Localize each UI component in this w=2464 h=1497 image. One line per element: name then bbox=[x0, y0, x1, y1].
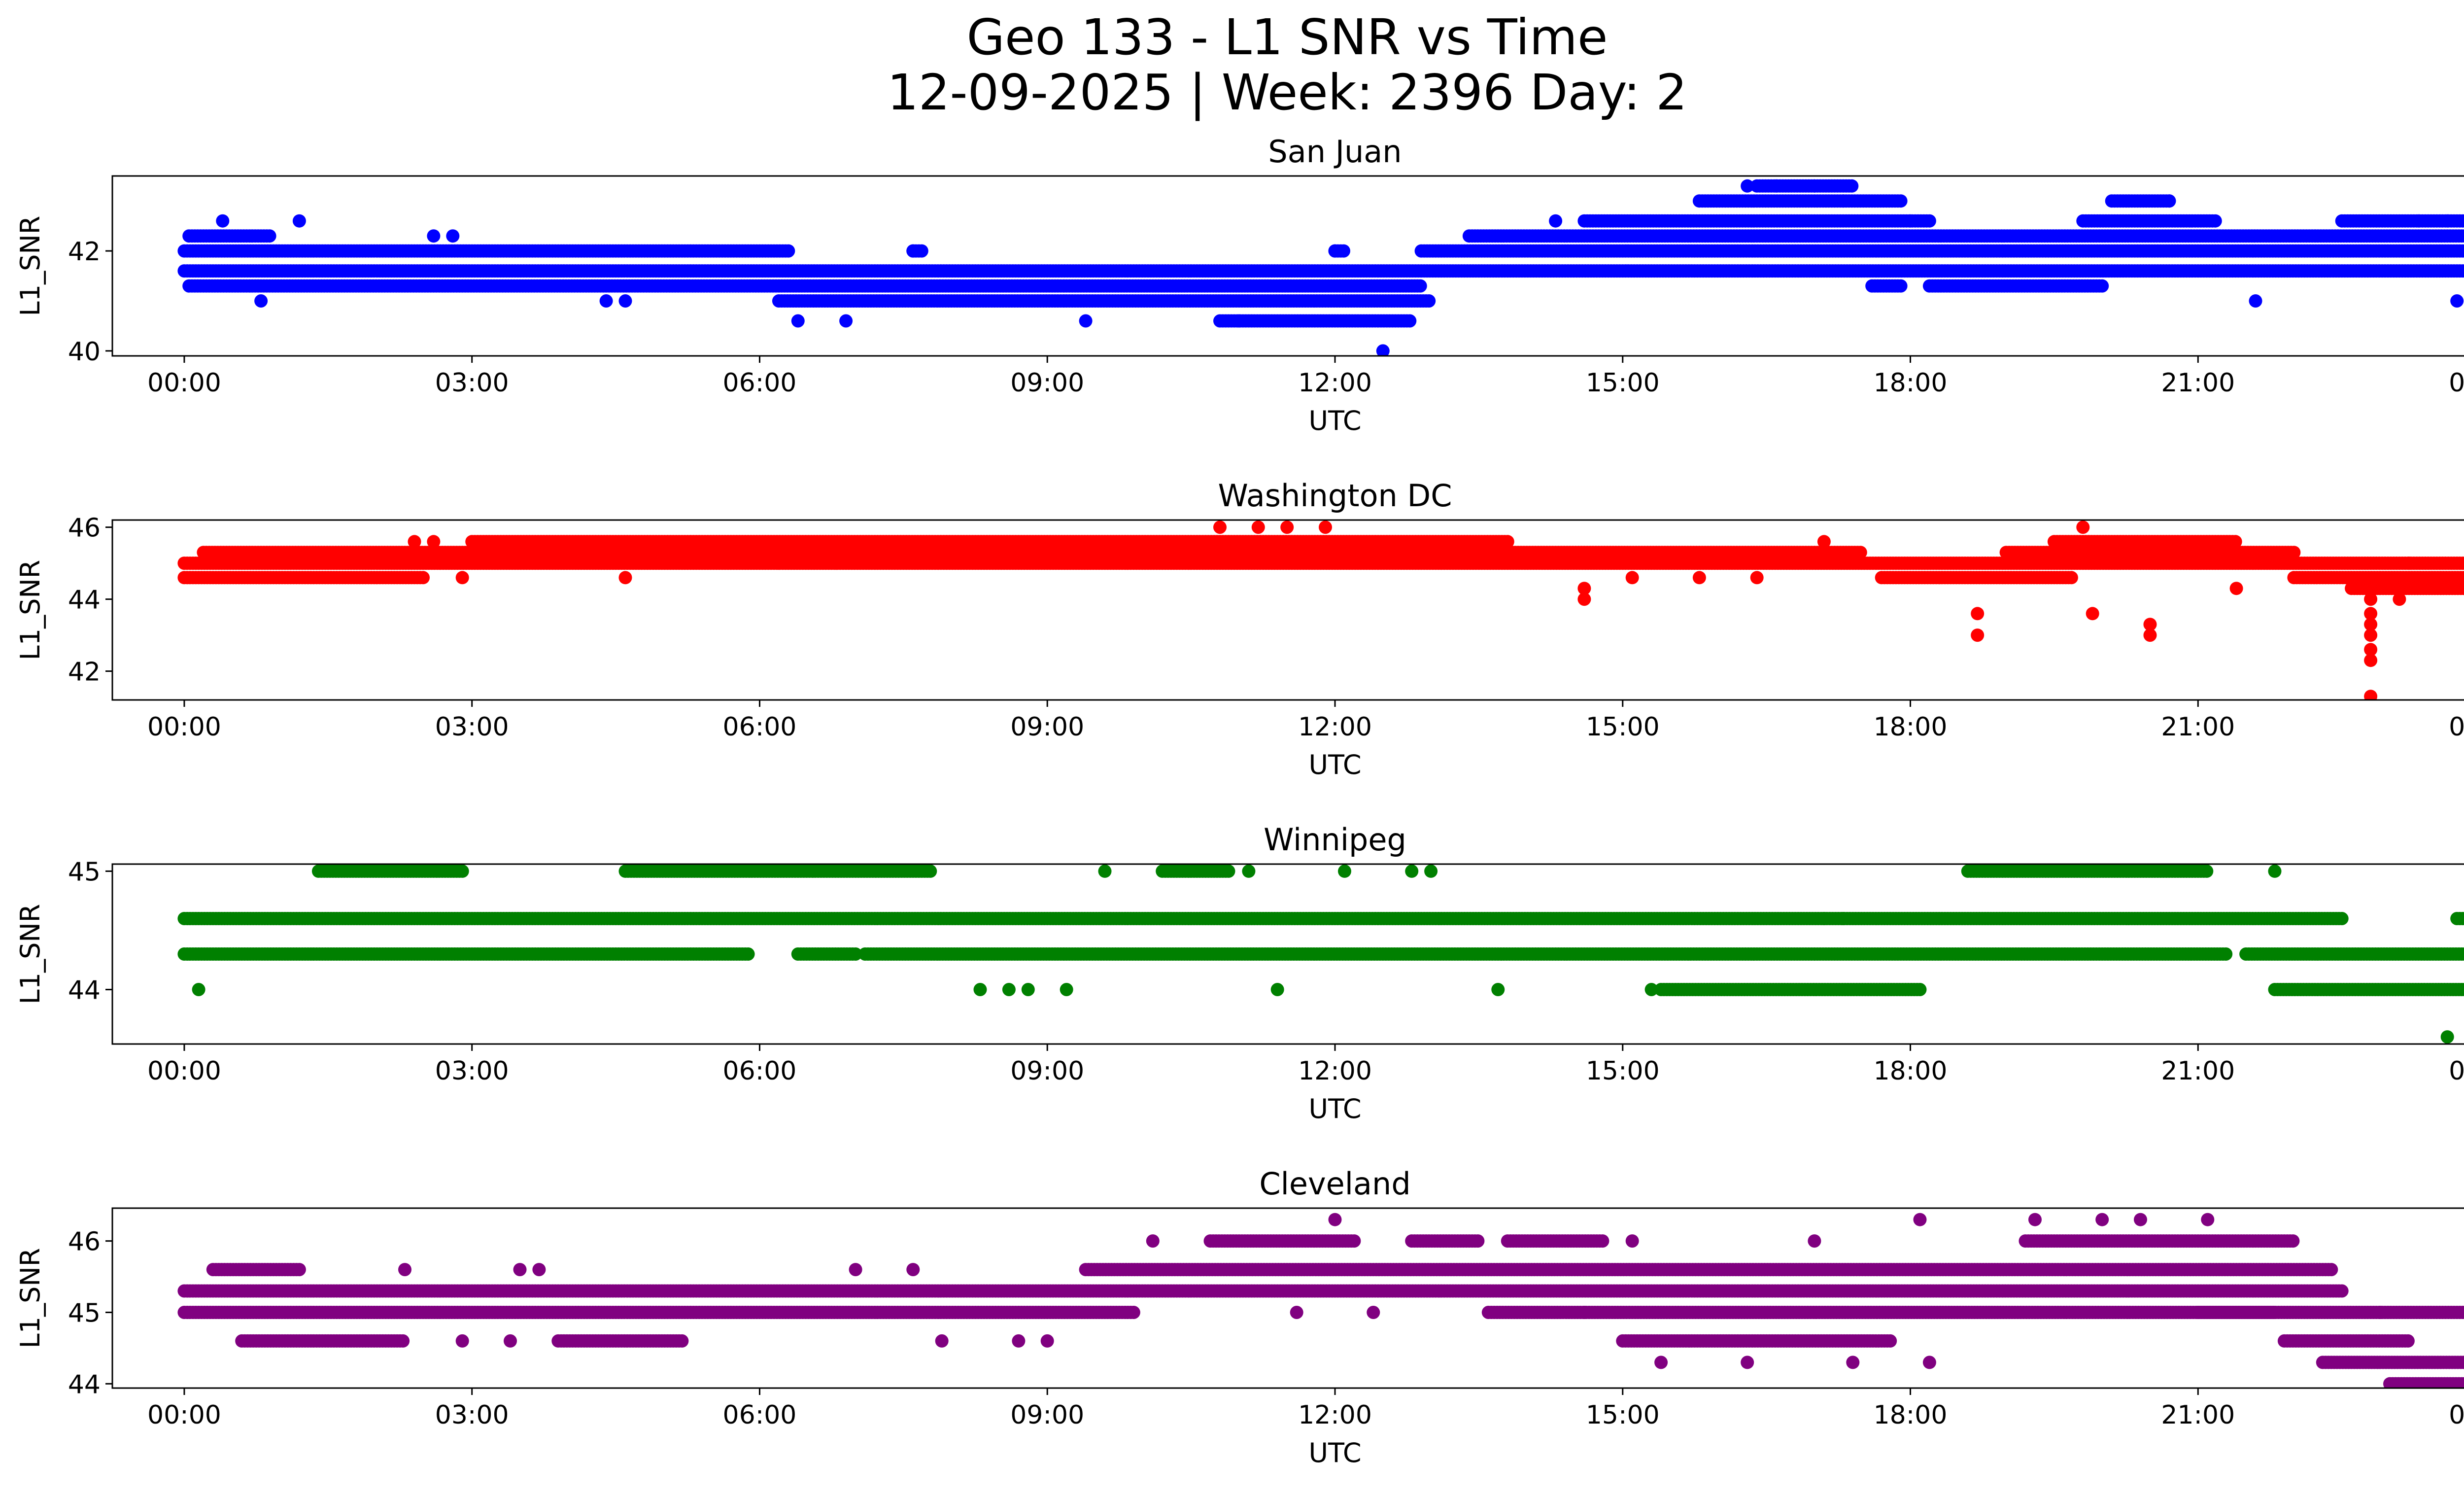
data-point bbox=[1414, 279, 1427, 293]
x-tick-label: 00:00 bbox=[147, 368, 221, 398]
data-point bbox=[1741, 179, 1754, 193]
data-point bbox=[416, 571, 430, 584]
chart-title-line-1: Geo 133 - L1 SNR vs Time bbox=[967, 8, 1608, 66]
san-juan-scatter-series bbox=[177, 179, 2464, 358]
x-tick-label: 00:00 bbox=[2449, 368, 2464, 398]
data-point bbox=[2095, 279, 2109, 293]
data-point bbox=[2209, 214, 2222, 228]
data-point bbox=[1845, 179, 1858, 193]
y-tick-label: 40 bbox=[68, 337, 101, 367]
subplot-group: San Juan 00:00 03:00 06:00 09:00 12:00 15:00 18… bbox=[15, 134, 2464, 1468]
data-point bbox=[1894, 194, 1908, 208]
data-point bbox=[2249, 294, 2262, 308]
data-point bbox=[1422, 294, 1436, 308]
data-point bbox=[2450, 294, 2464, 308]
data-point bbox=[1904, 214, 1917, 228]
data-point bbox=[1232, 314, 1246, 328]
data-point bbox=[254, 294, 268, 308]
x-tick-label: 06:00 bbox=[723, 368, 797, 398]
data-point bbox=[216, 214, 229, 228]
data-point bbox=[1894, 279, 1908, 293]
san-juan-y-axis-label: L1_SNR bbox=[15, 216, 46, 316]
data-point bbox=[1403, 314, 1416, 328]
data-point bbox=[906, 244, 920, 258]
data-point bbox=[1854, 546, 1867, 559]
y-tick-label: 42 bbox=[68, 237, 101, 267]
data-point bbox=[1329, 244, 1342, 258]
data-point bbox=[1923, 214, 1936, 228]
data-point bbox=[1770, 179, 1783, 193]
x-tick-label: 09:00 bbox=[1010, 368, 1084, 398]
data-point bbox=[791, 314, 805, 328]
x-tick-label: 12:00 bbox=[1298, 368, 1372, 398]
data-point bbox=[1079, 314, 1093, 328]
x-tick-label: 03:00 bbox=[435, 368, 509, 398]
data-point bbox=[2412, 214, 2425, 228]
data-point bbox=[2065, 571, 2078, 584]
data-point bbox=[839, 314, 853, 328]
subplot-san-juan: San Juan 00:00 03:00 06:00 09:00 12:00 15:00 18… bbox=[15, 134, 2464, 436]
chart-title-line-2: 12-09-2025 | Week: 2396 Day: 2 bbox=[887, 64, 1687, 121]
data-point bbox=[619, 294, 632, 308]
data-point bbox=[782, 244, 795, 258]
data-point bbox=[2287, 546, 2300, 559]
data-point bbox=[1837, 194, 1850, 208]
x-tick-label: 18:00 bbox=[1874, 368, 1948, 398]
data-point bbox=[2441, 214, 2454, 228]
data-point bbox=[1808, 179, 1821, 193]
data-point bbox=[600, 294, 613, 308]
x-tick-label: 15:00 bbox=[1586, 368, 1660, 398]
data-point bbox=[446, 229, 459, 243]
data-point bbox=[263, 229, 276, 243]
data-point bbox=[2162, 194, 2176, 208]
x-tick-label: 21:00 bbox=[2161, 368, 2235, 398]
san-juan-panel-title: San Juan bbox=[1268, 134, 1402, 170]
data-point bbox=[1549, 214, 1562, 228]
data-point bbox=[427, 229, 440, 243]
washington-dc-scatter-series bbox=[177, 521, 2464, 703]
san-juan-x-axis-label: UTC bbox=[1308, 405, 1361, 436]
data-point bbox=[293, 214, 306, 228]
